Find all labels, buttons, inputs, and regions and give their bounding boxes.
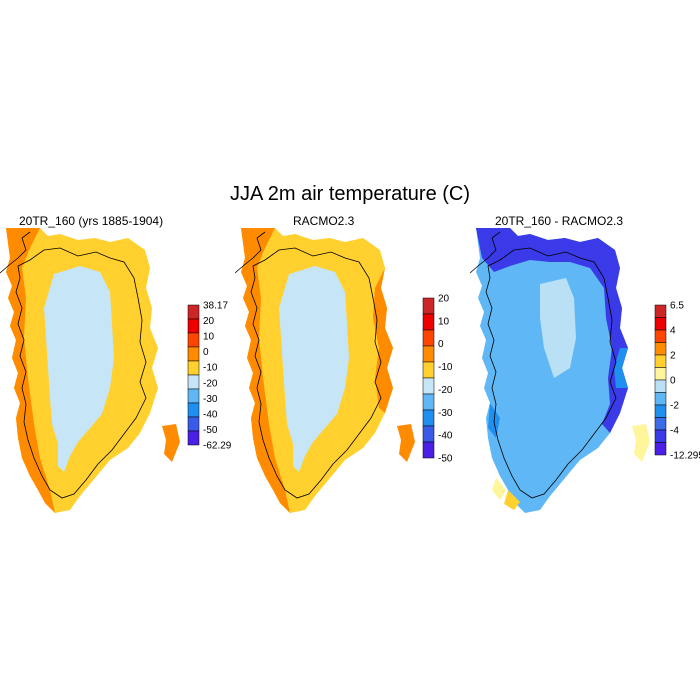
colorbar-swatch [187,346,200,362]
panel-title-difference: 20TR_160 - RACMO2.3 [495,214,624,228]
colorbar-label: 4 [670,326,676,337]
colorbar-swatch [654,304,667,318]
colorbar-swatch [187,374,200,390]
colorbar-label: -30 [203,394,218,405]
colorbar-swatch [654,329,667,343]
panel-title-model: 20TR_160 (yrs 1885-1904) [19,214,164,228]
colorbar-label: 0 [438,339,444,350]
colorbar-swatch [187,416,200,432]
colorbar-swatch [654,429,667,443]
colorbar-label: 2 [670,351,676,362]
colorbar-label: 20 [438,294,450,305]
colorbar-label: -10 [438,362,453,373]
map-difference [470,228,650,528]
colorbar-label: -20 [438,385,453,396]
colorbar-swatch [422,297,435,315]
colorbar-swatch [422,313,435,331]
colorbar-label: 10 [203,332,215,343]
colorbar-label: 10 [438,316,450,327]
figure-title: JJA 2m air temperature (C) [229,183,471,205]
colorbar-swatch [187,402,200,418]
colorbar-label: -62.29 [203,441,232,452]
colorbar-swatch [187,332,200,348]
colorbar-swatch [654,342,667,356]
colorbar-label: 38.17 [203,301,228,312]
colorbar-racmo: 20 10 0 -10 -20 -30 -40 -50 [422,294,493,465]
colorbar-swatch [654,317,667,331]
map-racmo [235,228,415,528]
colorbar-swatch [422,409,435,427]
colorbar-swatch [422,329,435,347]
colorbar-swatch [422,377,435,395]
colorbar-label: -10 [203,363,218,374]
colorbar-swatch [654,417,667,431]
colorbar-label: -12.295 [670,451,700,462]
map-model [0,228,180,528]
panel-title-racmo: RACMO2.3 [293,214,355,228]
colorbar-swatch [422,361,435,379]
colorbar-swatch [187,304,200,320]
colorbar-swatch [422,425,435,443]
colorbar-swatch [187,318,200,334]
colorbar-label: -40 [203,409,218,420]
colorbar-swatch [654,442,667,456]
colorbar-label: -4 [670,426,679,437]
colorbar-label: -2 [670,401,679,412]
colorbar-swatch [187,360,200,376]
colorbar-label: -40 [438,431,453,442]
colorbar-label: -20 [203,378,218,389]
colorbar-swatch [654,392,667,406]
colorbar-model: 38.17 20 10 0 -10 -20 -30 -40 -50 -62.29 [187,301,258,452]
colorbar-label: 6.5 [670,301,684,312]
colorbar-swatch [422,345,435,363]
colorbar-label: 20 [203,316,215,327]
colorbar-swatch [422,441,435,459]
colorbar-swatch [422,393,435,411]
colorbar-swatch [654,379,667,393]
colorbar-label: -30 [438,408,453,419]
colorbar-swatch [654,354,667,368]
colorbar-label: 0 [203,347,209,358]
colorbar-label: -50 [203,425,218,436]
colorbar-difference: 6.5 4 2 0 -2 -4 -12.295 [654,301,700,462]
colorbar-swatch [187,388,200,404]
colorbar-swatch [654,404,667,418]
colorbar-swatch [654,367,667,381]
colorbar-label: -50 [438,454,453,465]
colorbar-label: 0 [670,376,676,387]
colorbar-swatch [187,430,200,446]
